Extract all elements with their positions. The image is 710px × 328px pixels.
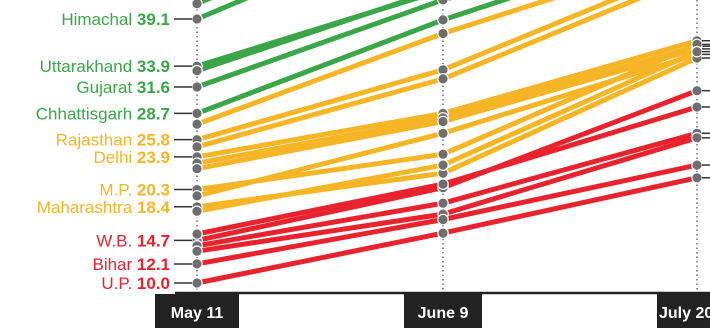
x-tick-box-1	[404, 294, 482, 328]
series-value-14: 18.4	[137, 198, 171, 217]
series-name-12: M.P.	[99, 181, 136, 200]
series-marker-6-1	[437, 27, 449, 40]
series-label-21: U.P. 10.0	[101, 274, 170, 293]
x-tick-box-0	[155, 294, 239, 328]
series-label-7: Rajasthan 25.8	[56, 131, 170, 150]
series-value-16: 14.7	[137, 231, 170, 250]
series-value-12: 20.3	[137, 181, 170, 200]
series-marker-17-0	[191, 228, 203, 240]
series-marker-17-2	[691, 101, 703, 113]
series-value-21: 10.0	[137, 274, 170, 293]
x-tick-label-1: June 9	[418, 305, 469, 322]
series-name-21: U.P.	[101, 274, 137, 293]
series-marker-11-1	[437, 115, 449, 128]
series-marker-15-1	[437, 159, 449, 171]
series-marker-20-2	[691, 159, 703, 171]
series-marker-21-2	[691, 172, 703, 184]
series-value-0: 39.1	[137, 10, 170, 29]
series-marker-18-1	[437, 197, 449, 209]
series-marker-13-0	[191, 190, 203, 202]
series-name-5: Chhattisgarh	[36, 104, 137, 123]
series-value-9: 23.9	[137, 148, 170, 167]
series-value-4: 31.6	[137, 78, 170, 97]
series-label-16: W.B. 14.7	[96, 231, 170, 250]
series-name-4: Gujarat	[76, 78, 136, 97]
series-line-3	[194, 0, 416, 74]
series-label-4: Gujarat 31.6	[76, 78, 170, 97]
series-line-4	[194, 0, 452, 90]
series-value-5: 28.7	[137, 104, 170, 123]
x-tick-label-2: July 20	[659, 305, 710, 322]
series-marker-16-2	[691, 84, 703, 97]
series-name-0: Himachal	[61, 10, 137, 29]
series-name-16: W.B.	[96, 231, 137, 250]
series-marker-21-0	[191, 277, 203, 289]
series-name-20: Bihar	[92, 255, 136, 274]
series-label-2: Uttarakhand 33.9	[40, 57, 170, 76]
series-label-14: Maharashtra 18.4	[37, 198, 171, 217]
series-name-14: Maharashtra	[37, 198, 137, 217]
series-marker-11-0	[191, 162, 203, 175]
series-marker-19-0	[191, 245, 203, 257]
series-marker-4-0	[191, 81, 203, 93]
series-marker-4-1	[437, 0, 449, 6]
series-marker-5-0	[191, 107, 203, 120]
series-marker-12-1	[437, 148, 449, 160]
series-label-9: Delhi 23.9	[93, 148, 170, 167]
series-name-9: Delhi	[93, 148, 136, 167]
series-marker-8-1	[437, 73, 449, 85]
series-marker-13-1	[437, 127, 449, 140]
series-marker-15-0	[191, 205, 203, 218]
x-axis-ticks: May 11 June 9 July 20	[155, 294, 710, 328]
series-label-0: Himachal 39.1	[61, 10, 170, 29]
series-marker-8-0	[191, 141, 203, 153]
series-label-5: Chhattisgarh 28.7	[36, 104, 170, 123]
series-marker-6-0	[191, 118, 203, 130]
series-label-20: Bihar 12.1	[92, 255, 170, 274]
x-tick-box-2	[657, 294, 710, 328]
series-value-7: 25.8	[137, 131, 170, 150]
series-markers	[191, 0, 710, 289]
series-marker-0-0	[191, 13, 203, 25]
series-label-12: M.P. 20.3	[99, 181, 170, 200]
series-name-2: Uttarakhand	[40, 57, 137, 76]
series-marker-3-0	[191, 64, 203, 77]
series-lines	[194, 0, 700, 286]
series-marker-21-1	[437, 227, 449, 239]
series-marker-15-2	[691, 45, 703, 58]
series-marker-1-0	[191, 0, 203, 10]
series-marker-17-1	[437, 178, 449, 190]
series-marker-19-2	[691, 132, 703, 144]
series-marker-5-1	[437, 14, 449, 26]
series-marker-20-0	[191, 258, 203, 270]
series-value-2: 33.9	[137, 57, 170, 76]
series-marker-20-1	[437, 213, 449, 226]
series-value-20: 12.1	[137, 255, 170, 274]
series-name-7: Rajasthan	[56, 131, 137, 150]
x-tick-label-0: May 11	[171, 305, 224, 322]
